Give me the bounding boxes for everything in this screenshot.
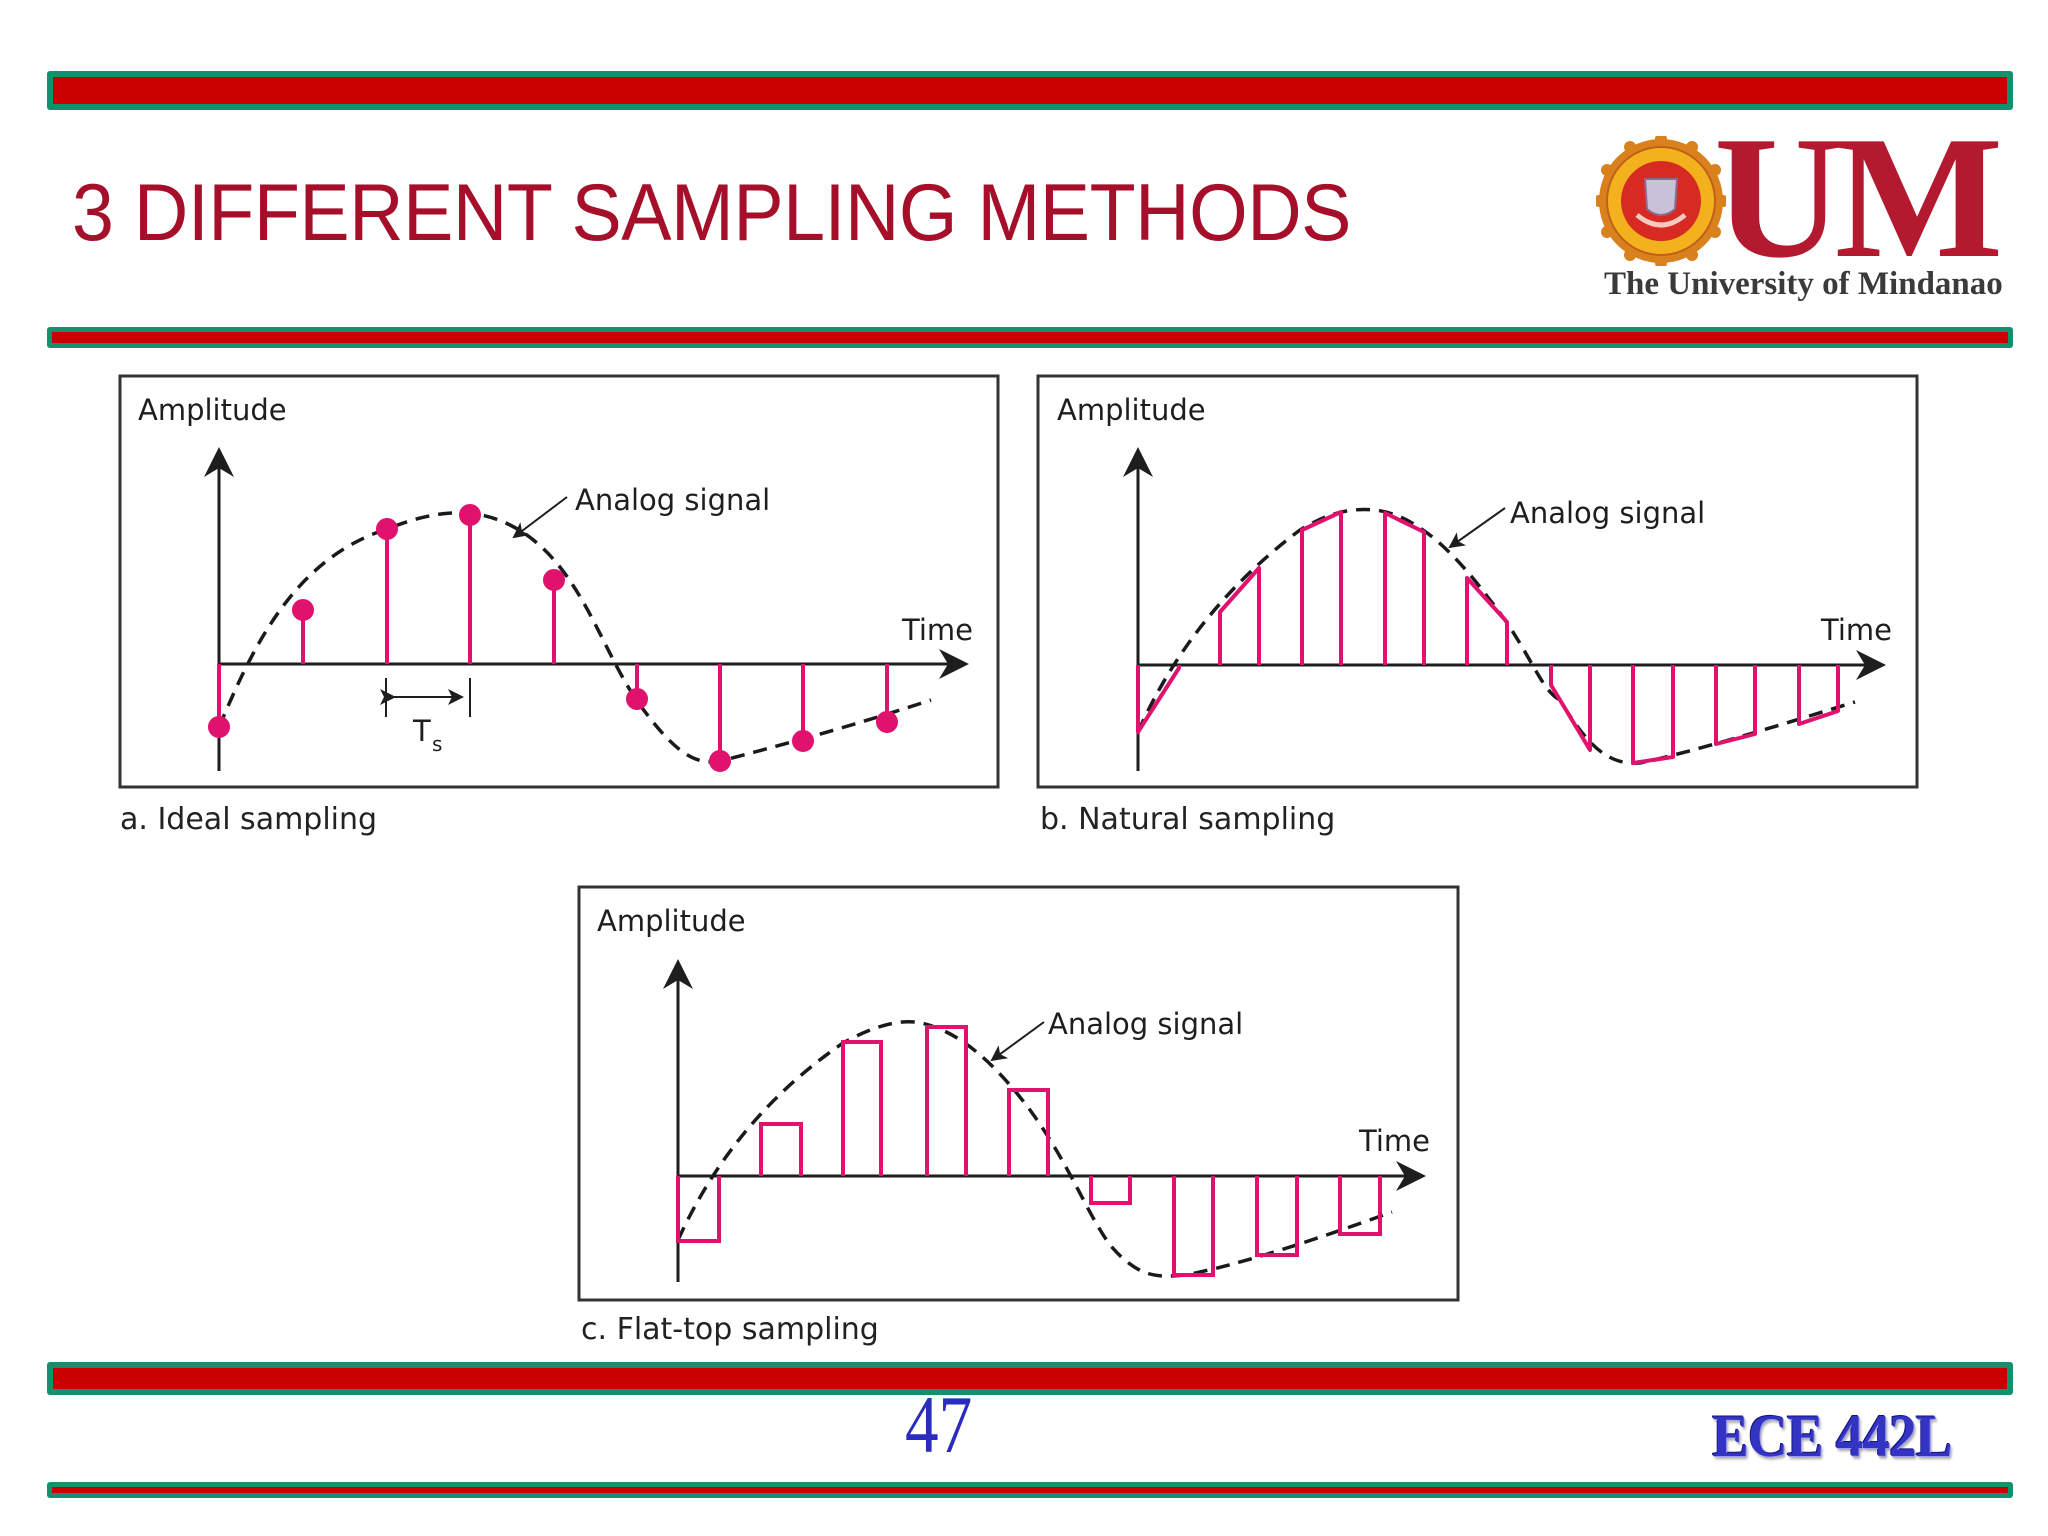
logo-tagline: The University of Mindanao xyxy=(1604,266,2003,302)
period-label: T xyxy=(412,714,431,748)
analog-signal-curve xyxy=(217,511,932,764)
y-axis-label: Amplitude xyxy=(138,393,287,427)
curve-label: Analog signal xyxy=(575,483,770,517)
panel-natural-sampling: Amplitude Time Analog signal b. Natural … xyxy=(1036,374,1919,837)
period-subscript: s xyxy=(432,732,442,756)
panel-flat-top-sampling: Amplitude Time Analog signal c. Flat-top… xyxy=(577,885,1460,1347)
panel-caption: a. Ideal sampling xyxy=(120,802,377,837)
pointer-arrow-icon xyxy=(990,1021,1045,1062)
pointer-arrow-icon xyxy=(512,496,568,539)
university-seal-icon xyxy=(1596,136,1726,266)
sampling-period-marker: T s xyxy=(380,678,471,756)
x-axis-label: Time xyxy=(1358,1124,1430,1158)
page-number: 47 xyxy=(905,1379,973,1470)
course-code: ECE 442L xyxy=(1712,1403,1952,1469)
y-axis-label: Amplitude xyxy=(597,904,746,938)
university-logo: UM The University of Mindanao xyxy=(1596,110,2006,310)
panel-caption: c. Flat-top sampling xyxy=(581,1312,879,1347)
bottom-bar xyxy=(47,1482,2013,1498)
flat-top-samples xyxy=(676,1025,1382,1277)
curve-label: Analog signal xyxy=(1048,1007,1243,1041)
pointer-arrow-icon xyxy=(1448,507,1506,549)
title-divider-bar xyxy=(47,327,2013,348)
x-axis-label: Time xyxy=(901,613,973,647)
natural-samples xyxy=(1136,510,1840,765)
analog-signal-curve xyxy=(676,1019,1393,1278)
curve-label: Analog signal xyxy=(1510,496,1705,530)
x-axis-label: Time xyxy=(1820,613,1892,647)
slide-title: 3 DIFFERENT SAMPLING METHODS xyxy=(72,168,1351,258)
panel-ideal-sampling: Amplitude Time Analog signal T s a. Idea… xyxy=(118,374,1000,837)
logo-letters: UM xyxy=(1714,100,2003,294)
header-bar xyxy=(47,71,2013,110)
panel-caption: b. Natural sampling xyxy=(1040,802,1335,837)
y-axis-label: Amplitude xyxy=(1057,393,1206,427)
footer-bar xyxy=(47,1362,2013,1395)
ideal-samples xyxy=(208,504,898,772)
